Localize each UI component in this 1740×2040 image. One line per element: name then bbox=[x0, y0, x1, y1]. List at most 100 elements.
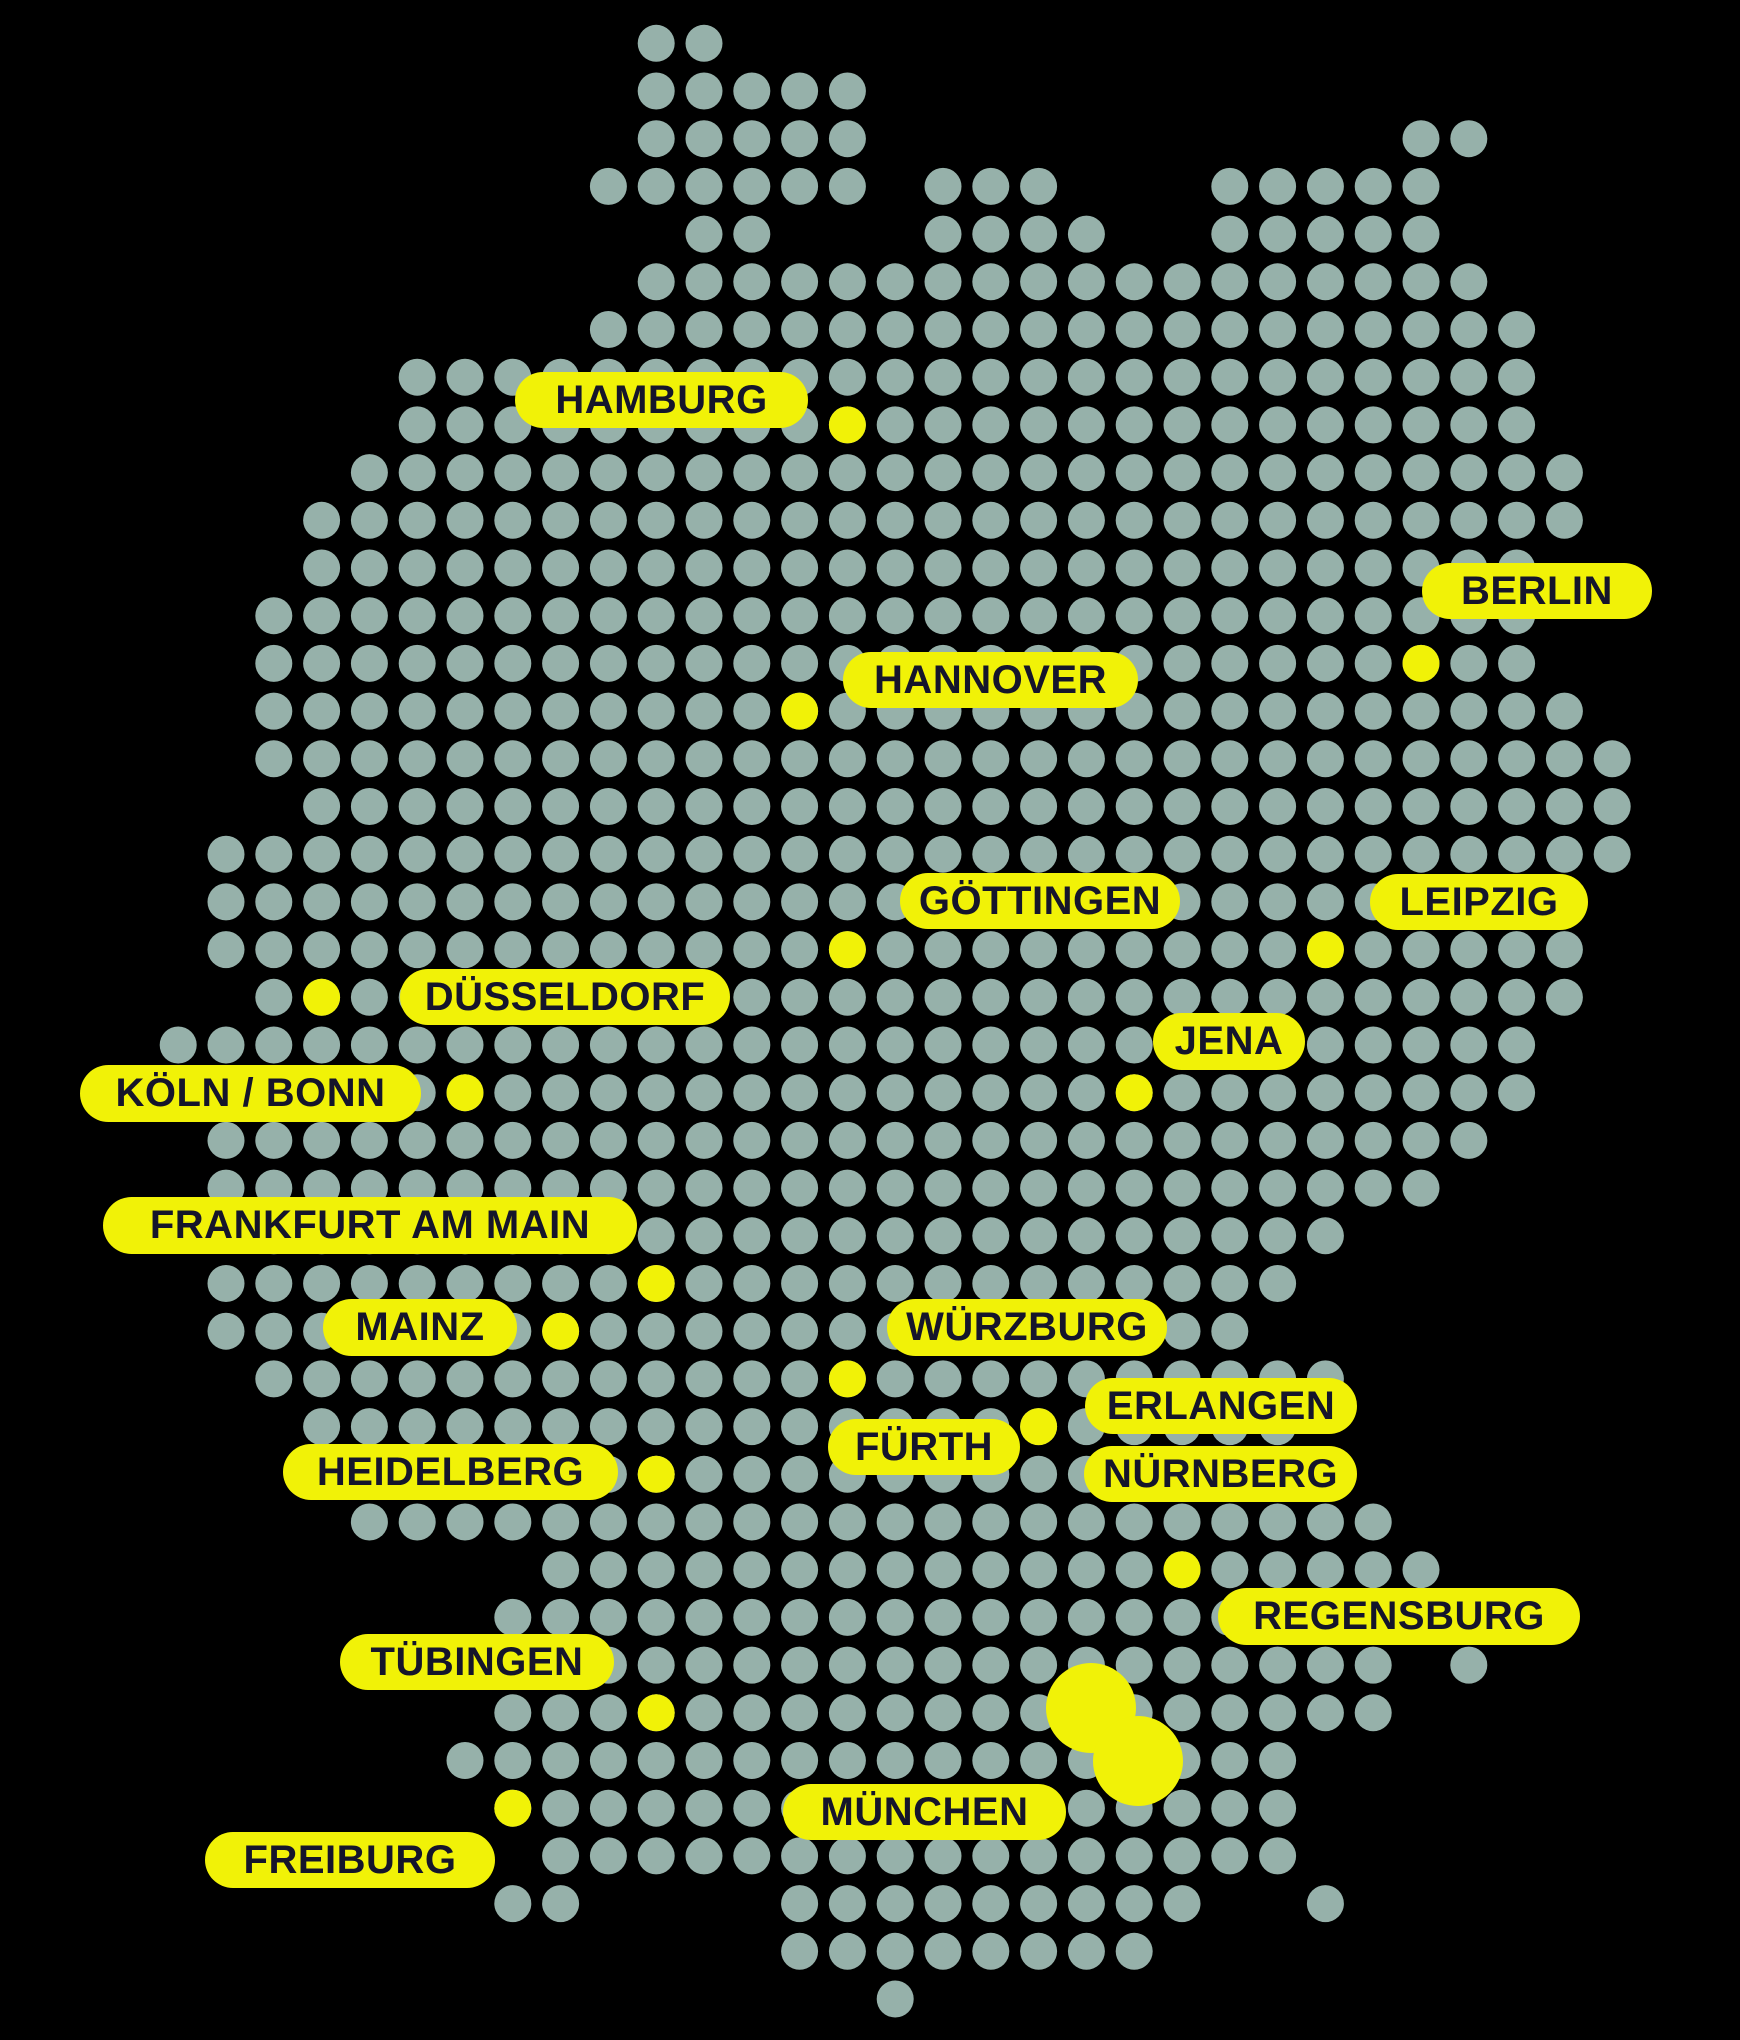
map-dot bbox=[781, 597, 819, 635]
map-dot bbox=[1163, 597, 1201, 635]
map-dot bbox=[781, 1646, 819, 1684]
city-marker-hannover[interactable] bbox=[781, 692, 819, 730]
map-dot bbox=[1020, 549, 1058, 587]
map-dot bbox=[972, 1598, 1010, 1636]
city-marker-hamburg[interactable] bbox=[828, 406, 866, 444]
map-dot bbox=[207, 1121, 245, 1159]
map-dot bbox=[446, 644, 484, 682]
map-dot bbox=[589, 1360, 627, 1398]
city-marker-tuebingen[interactable] bbox=[637, 1694, 675, 1732]
city-label-berlin[interactable]: BERLIN bbox=[1422, 563, 1652, 619]
map-dot bbox=[1067, 311, 1105, 348]
map-dot bbox=[1163, 1837, 1201, 1875]
map-dot bbox=[1259, 1742, 1297, 1779]
map-dot bbox=[781, 835, 819, 873]
map-dot bbox=[494, 644, 532, 682]
city-label-goettingen[interactable]: GÖTTINGEN bbox=[900, 873, 1180, 929]
map-dot bbox=[924, 1503, 962, 1541]
city-label-jena[interactable]: JENA bbox=[1153, 1013, 1305, 1070]
city-label-fuerth[interactable]: FÜRTH bbox=[828, 1419, 1020, 1475]
map-dot bbox=[876, 978, 914, 1016]
city-label-muenchen[interactable]: MÜNCHEN bbox=[783, 1784, 1066, 1840]
map-dot bbox=[303, 883, 341, 921]
map-dot bbox=[972, 358, 1010, 396]
map-dot bbox=[1067, 978, 1105, 1016]
map-dot bbox=[924, 740, 962, 778]
map-dot bbox=[828, 978, 866, 1016]
map-dot bbox=[494, 597, 532, 635]
map-dot bbox=[589, 692, 627, 730]
city-marker-leipzig[interactable] bbox=[1306, 931, 1344, 969]
map-dot bbox=[1211, 931, 1249, 969]
city-marker-duesseldorf[interactable] bbox=[303, 978, 341, 1016]
map-dot bbox=[589, 167, 627, 205]
map-dot bbox=[972, 215, 1010, 253]
map-dot bbox=[589, 1312, 627, 1350]
map-dot bbox=[1498, 406, 1536, 444]
city-label-frankfurt[interactable]: FRANKFURT AM MAIN bbox=[103, 1197, 637, 1254]
city-label-duesseldorf[interactable]: DÜSSELDORF bbox=[400, 969, 730, 1025]
city-label-mainz[interactable]: MAINZ bbox=[323, 1299, 517, 1356]
city-marker-heidelberg[interactable] bbox=[637, 1455, 675, 1493]
map-dot bbox=[733, 1789, 771, 1827]
map-dot bbox=[876, 1598, 914, 1636]
city-label-nuernberg[interactable]: NÜRNBERG bbox=[1084, 1446, 1357, 1502]
city-marker-mainz[interactable] bbox=[542, 1312, 580, 1350]
map-dot bbox=[1593, 835, 1631, 873]
map-dot bbox=[542, 1074, 580, 1112]
city-label-wuerzburg[interactable]: WÜRZBURG bbox=[887, 1299, 1167, 1356]
map-dot bbox=[255, 1121, 293, 1159]
map-dot bbox=[637, 883, 675, 921]
map-dot bbox=[350, 835, 388, 873]
map-dot bbox=[1211, 978, 1249, 1016]
city-marker-koeln-bonn[interactable] bbox=[446, 1074, 484, 1112]
map-dot bbox=[828, 263, 866, 301]
city-marker-regensburg[interactable] bbox=[1163, 1551, 1201, 1589]
map-dot bbox=[733, 1646, 771, 1684]
map-dot bbox=[876, 1503, 914, 1541]
city-marker-berlin[interactable] bbox=[1402, 644, 1440, 682]
city-marker-erlangen[interactable] bbox=[1020, 1408, 1058, 1446]
city-label-leipzig[interactable]: LEIPZIG bbox=[1370, 874, 1588, 930]
city-marker-goettingen[interactable] bbox=[828, 931, 866, 969]
city-label-koeln-bonn[interactable]: KÖLN / BONN bbox=[80, 1065, 421, 1122]
map-dot bbox=[1211, 1837, 1249, 1875]
map-dot bbox=[350, 788, 388, 825]
map-dot bbox=[303, 644, 341, 682]
map-dot bbox=[924, 978, 962, 1016]
map-dot bbox=[1211, 1742, 1249, 1779]
city-label-hannover[interactable]: HANNOVER bbox=[843, 652, 1138, 708]
city-label-erlangen[interactable]: ERLANGEN bbox=[1085, 1378, 1357, 1434]
map-dot bbox=[1259, 788, 1297, 825]
map-dot bbox=[1450, 311, 1488, 348]
city-label-hamburg[interactable]: HAMBURG bbox=[515, 372, 808, 428]
map-dot bbox=[542, 644, 580, 682]
map-dot bbox=[637, 311, 675, 348]
city-label-regensburg[interactable]: REGENSBURG bbox=[1218, 1588, 1580, 1645]
map-dot bbox=[828, 883, 866, 921]
map-dot bbox=[207, 1265, 245, 1302]
map-dot bbox=[781, 1742, 819, 1779]
map-dot bbox=[733, 740, 771, 778]
map-dot bbox=[1306, 883, 1344, 921]
map-dot bbox=[1163, 835, 1201, 873]
map-dot bbox=[685, 835, 723, 873]
city-marker-frankfurt[interactable] bbox=[637, 1265, 675, 1302]
map-dot bbox=[494, 931, 532, 969]
map-dot bbox=[1354, 1074, 1392, 1112]
map-dot bbox=[1115, 1121, 1153, 1159]
map-dot bbox=[637, 597, 675, 635]
city-marker-muenchen-blob[interactable] bbox=[1093, 1716, 1183, 1806]
city-label-tuebingen[interactable]: TÜBINGEN bbox=[340, 1634, 614, 1690]
city-marker-jena[interactable] bbox=[1115, 1074, 1153, 1112]
city-marker-wuerzburg[interactable] bbox=[828, 1360, 866, 1398]
city-label-heidelberg[interactable]: HEIDELBERG bbox=[283, 1444, 618, 1500]
map-dot bbox=[494, 1026, 532, 1064]
city-label-freiburg[interactable]: FREIBURG bbox=[205, 1832, 495, 1888]
map-dot bbox=[1067, 1074, 1105, 1112]
map-dot bbox=[828, 740, 866, 778]
city-marker-freiburg[interactable] bbox=[494, 1789, 532, 1827]
map-dot bbox=[1115, 1646, 1153, 1684]
map-dot bbox=[1020, 1551, 1058, 1589]
map-dot bbox=[1067, 215, 1105, 253]
